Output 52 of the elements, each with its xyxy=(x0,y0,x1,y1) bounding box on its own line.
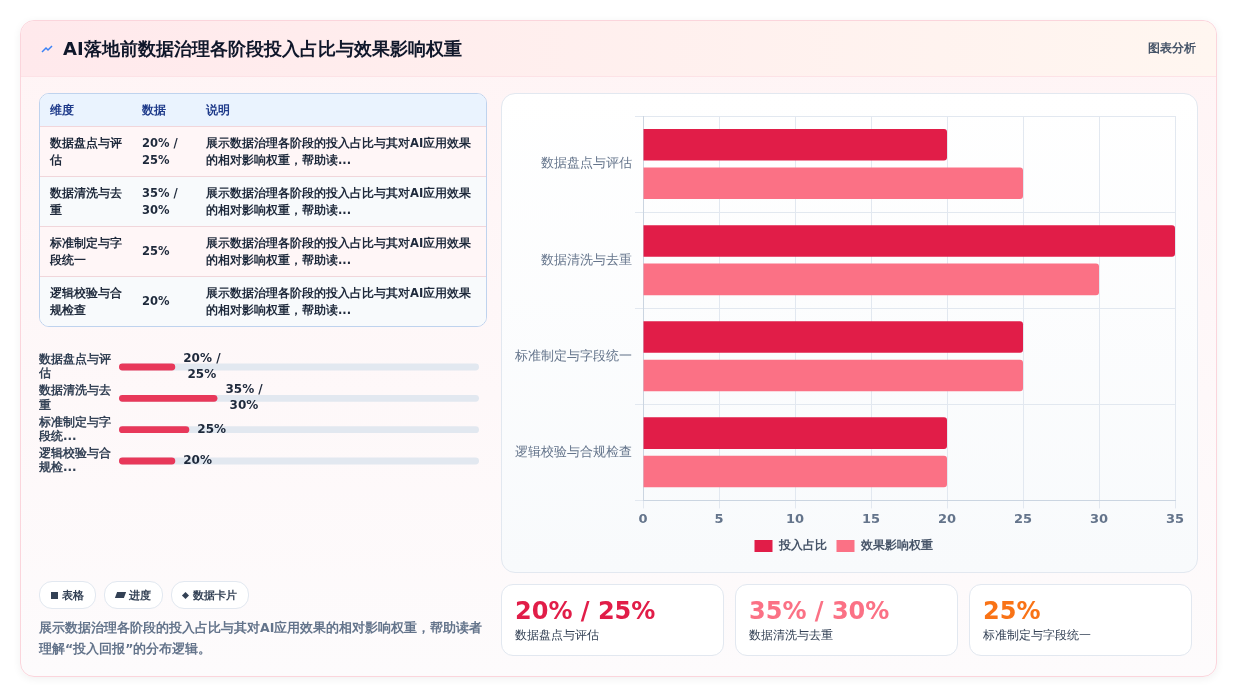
text: 表格 xyxy=(62,587,84,603)
y-tick-label: 数据盘点与评估 xyxy=(38,351,111,381)
text: 展示数据治理各阶段的投入占比与其对AI应用效果的相对影响权重，帮助读者理解“投入回报”的分布逻辑。 xyxy=(39,619,484,658)
text: 展示数据治理各阶段的投入占比与其对AI应用效果的相对影响权重，帮助读... xyxy=(206,234,473,269)
y-tick-label: 数据盘点与评估 xyxy=(541,155,632,171)
y-tick-label: 数据清洗与去重 xyxy=(38,383,111,412)
text: AI落地前数据治理各阶段投入占比与效果影响权重 xyxy=(63,36,462,61)
data-label: 35% / 30% xyxy=(225,382,264,413)
y-tick-label: 标准制定与字段统一 xyxy=(514,347,632,363)
text: 说明 xyxy=(206,102,230,118)
text: 展示数据治理各阶段的投入占比与其对AI应用效果的相对影响权重，帮助读... xyxy=(206,184,473,219)
bar xyxy=(643,263,1099,296)
data-label: 20% xyxy=(183,453,212,468)
text: 20% / 25% xyxy=(142,134,179,169)
text: 25% xyxy=(983,597,1042,625)
legend-label: 效果影响权重 xyxy=(859,538,933,553)
text: 图表分析 xyxy=(1148,40,1196,57)
text: 数据清洗与去重 xyxy=(749,627,834,644)
x-tick-label: 30 xyxy=(1089,510,1109,526)
text: 数据 xyxy=(142,102,167,118)
x-tick-label: 15 xyxy=(861,510,881,526)
x-tick-label: 35 xyxy=(1165,510,1185,526)
text: 展示数据治理各阶段的投入占比与其对AI应用效果的相对影响权重，帮助读... xyxy=(206,284,473,319)
x-tick-label: 0 xyxy=(638,510,648,526)
bar xyxy=(643,417,947,449)
bar xyxy=(643,225,1175,257)
text: 数据卡片 xyxy=(193,587,237,603)
x-tick-label: 10 xyxy=(785,510,805,526)
x-tick-label: 5 xyxy=(714,510,724,526)
x-tick-label: 25 xyxy=(1013,510,1033,526)
data-label: 20% / 25% xyxy=(183,351,222,382)
bar xyxy=(643,129,947,161)
y-tick-label: 逻辑校验与合规检查 xyxy=(515,443,632,459)
text: 35% / 30% xyxy=(142,184,179,219)
bar xyxy=(643,321,1023,353)
text: 维度 xyxy=(49,102,75,118)
bar xyxy=(643,359,1023,392)
bar xyxy=(643,167,1023,200)
text: 标准制定与字段统一 xyxy=(983,627,1092,644)
legend-label: 投入占比 xyxy=(777,538,827,553)
text: 20% xyxy=(142,293,171,310)
text: 25% xyxy=(142,243,171,260)
text: 20% / 25% xyxy=(515,597,657,625)
x-tick-label: 20 xyxy=(937,510,957,526)
data-label: 25% xyxy=(197,421,227,436)
y-tick-label: 标准制定与字段统... xyxy=(38,414,111,443)
text: 35% / 30% xyxy=(749,597,891,625)
text: 展示数据治理各阶段的投入占比与其对AI应用效果的相对影响权重，帮助读... xyxy=(206,134,473,169)
y-tick-label: 数据清洗与去重 xyxy=(541,251,632,267)
bar xyxy=(643,455,947,488)
text: 进度 xyxy=(129,587,151,603)
y-tick-label: 逻辑校验与合规检... xyxy=(38,445,112,475)
